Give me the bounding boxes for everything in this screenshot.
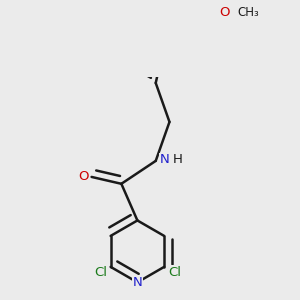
Text: N: N (160, 153, 170, 166)
Text: Cl: Cl (168, 266, 181, 279)
Text: Cl: Cl (94, 266, 107, 279)
Text: H: H (172, 153, 182, 166)
Text: O: O (219, 6, 230, 19)
Text: N: N (133, 276, 142, 289)
Text: CH₃: CH₃ (238, 6, 259, 19)
Text: O: O (78, 170, 89, 183)
